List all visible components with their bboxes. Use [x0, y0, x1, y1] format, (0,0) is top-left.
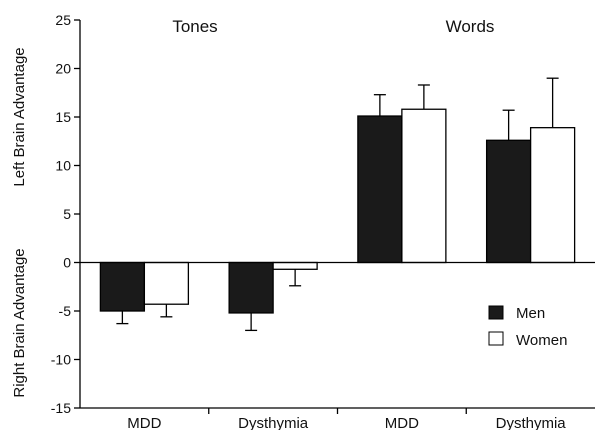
y-tick-label: 15	[55, 109, 71, 125]
group-title-tones: Tones	[172, 17, 217, 36]
x-axis: MDD Dysthymia MDD Dysthymia	[80, 261, 595, 430]
x-category-label: MDD	[127, 415, 161, 430]
legend: Men Women	[488, 305, 567, 349]
x-category-label: MDD	[385, 415, 419, 430]
legend-label-women: Women	[516, 332, 567, 349]
y-tick-label: -10	[51, 352, 71, 368]
y-tick-label: 20	[55, 61, 71, 77]
x-category-label: Dysthymia	[238, 415, 309, 430]
y-tick-label: 10	[55, 158, 71, 174]
bar-women	[401, 108, 447, 264]
bar-men	[485, 139, 532, 264]
y-tick-label: -5	[59, 303, 72, 319]
bar-women	[272, 261, 318, 270]
bars	[99, 77, 576, 332]
y-tick-label: -15	[51, 400, 71, 416]
y-tick-label: 25	[55, 12, 71, 28]
y-axis-label-bottom: Right Brain Advantage	[11, 248, 28, 397]
y-tick-label: 5	[63, 206, 71, 222]
legend-swatch-men	[488, 305, 504, 320]
labels: Left Brain Advantage Right Brain Advanta…	[11, 17, 494, 398]
y-tick-label: 0	[63, 255, 71, 271]
y-axis: 25 20 15 10 5 0 -5 -10 -15	[51, 12, 81, 416]
y-axis-label-top: Left Brain Advantage	[11, 47, 28, 186]
bar-men	[357, 115, 403, 264]
group-title-words: Words	[446, 17, 495, 36]
x-category-label: Dysthymia	[496, 415, 567, 430]
bar-women	[529, 127, 576, 264]
bar-men	[99, 261, 146, 312]
bar-women	[143, 261, 190, 305]
bar-men	[228, 261, 274, 314]
legend-label-men: Men	[516, 305, 545, 322]
legend-swatch-women	[488, 331, 504, 346]
